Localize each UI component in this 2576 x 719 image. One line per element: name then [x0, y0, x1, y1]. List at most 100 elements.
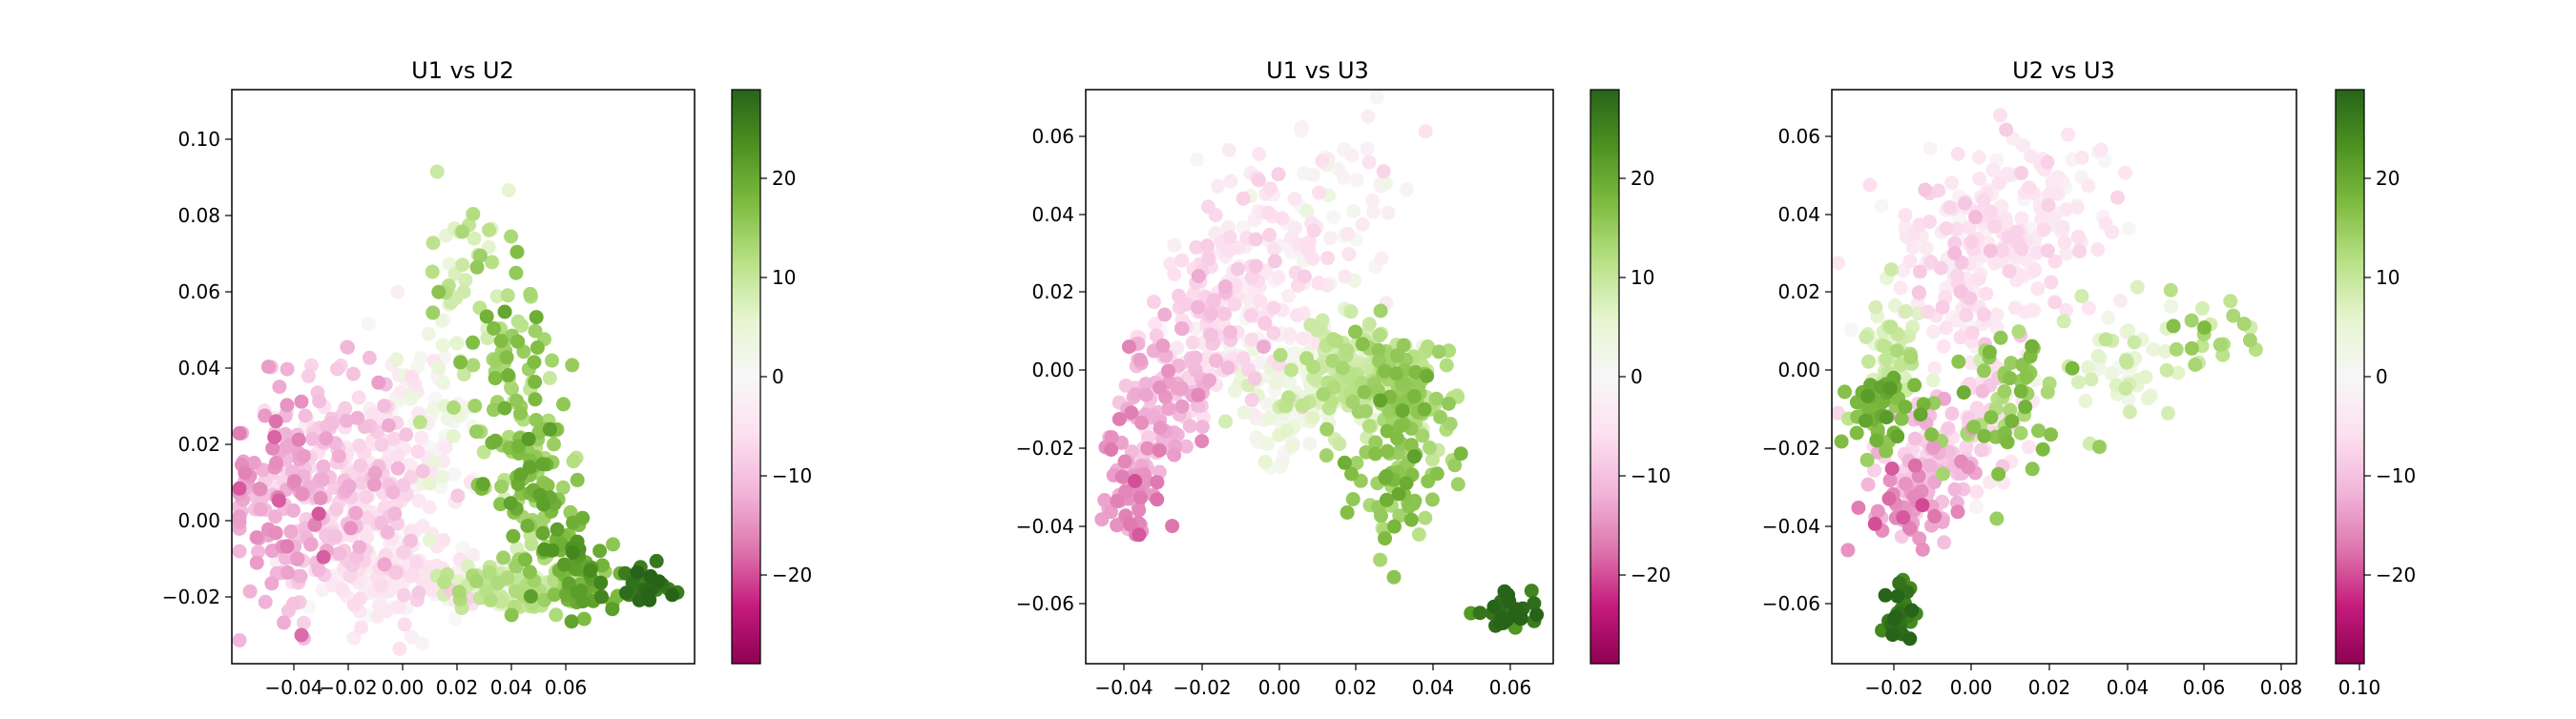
y-tick-label: 0.02: [177, 433, 220, 456]
data-point: [426, 305, 441, 320]
data-point: [393, 384, 408, 400]
y-tick-label: 0.02: [1031, 280, 1074, 303]
data-point: [388, 565, 404, 581]
data-point: [2166, 318, 2181, 334]
data-point: [295, 486, 310, 502]
data-point: [1361, 419, 1377, 434]
data-point: [458, 273, 473, 288]
data-point: [1282, 327, 1298, 342]
data-point: [437, 575, 451, 590]
data-point: [649, 553, 664, 568]
data-point: [1303, 318, 1319, 333]
y-tick-label: 0.02: [1777, 280, 1820, 303]
data-point: [482, 565, 497, 580]
data-point: [2212, 337, 2228, 352]
data-point: [2003, 371, 2018, 386]
data-point: [1188, 350, 1203, 365]
data-point: [1420, 368, 1435, 383]
data-point: [377, 399, 392, 414]
y-tick-label: −0.02: [1016, 437, 1074, 460]
y-tick-label: −0.04: [1016, 515, 1074, 538]
data-point: [1152, 442, 1167, 458]
data-point: [1386, 569, 1402, 585]
data-point: [522, 460, 537, 475]
data-point: [1161, 401, 1176, 417]
data-point: [1975, 383, 1990, 399]
data-point: [1870, 503, 1885, 519]
data-point: [545, 353, 559, 368]
data-point: [269, 455, 283, 470]
data-point: [1236, 351, 1251, 366]
data-point: [665, 587, 680, 603]
data-point: [1161, 363, 1175, 379]
data-point: [1236, 405, 1252, 420]
data-point: [1982, 344, 1997, 360]
data-point: [414, 430, 429, 445]
data-point: [1896, 510, 1911, 525]
data-point: [1202, 373, 1216, 388]
data-point: [1976, 307, 1991, 322]
data-point: [1297, 269, 1312, 284]
data-point: [305, 431, 320, 446]
data-point: [271, 493, 286, 508]
data-point: [1273, 459, 1288, 474]
data-point: [1337, 455, 1352, 470]
data-point: [1939, 320, 1954, 336]
data-point: [529, 413, 544, 427]
data-point: [1400, 182, 1415, 197]
data-point: [1218, 414, 1233, 429]
data-point: [506, 528, 521, 544]
data-point: [511, 439, 526, 454]
data-point: [1280, 289, 1296, 303]
data-point: [338, 401, 353, 416]
data-point: [2081, 300, 2096, 316]
data-point: [1244, 332, 1259, 347]
data-point: [540, 478, 555, 493]
data-point: [1167, 267, 1182, 282]
x-tick-label: 0.06: [2183, 676, 2226, 699]
data-point: [2008, 300, 2023, 316]
plot-area: [1085, 89, 1554, 665]
data-point: [2044, 275, 2059, 290]
data-point: [1974, 442, 1989, 458]
data-point: [1301, 235, 1317, 250]
data-point: [1926, 324, 1942, 339]
panel-u2-vs-u3: U2 vs U3 −0.02 0.00 0.02 0.04 0.06 0.08 …: [1762, 57, 2417, 699]
data-point: [1898, 208, 1913, 223]
data-point: [1933, 260, 1948, 276]
data-point: [280, 565, 296, 580]
data-point: [1104, 442, 1119, 457]
data-point: [1343, 304, 1359, 319]
data-point: [2003, 402, 2018, 418]
data-point: [1266, 300, 1281, 316]
data-point: [1249, 430, 1264, 445]
data-point: [296, 448, 311, 463]
x-axis: −0.04 −0.02 0.00 0.02 0.04 0.06: [264, 664, 587, 699]
data-point: [2113, 293, 2129, 308]
colorbar-tick-label: −10: [772, 464, 812, 487]
data-point: [1251, 173, 1266, 188]
data-point: [405, 369, 419, 384]
data-point: [1195, 420, 1210, 435]
data-point: [2194, 300, 2210, 316]
data-point: [1257, 454, 1273, 469]
data-point: [447, 611, 463, 627]
data-point: [1296, 331, 1310, 346]
data-point: [2164, 298, 2179, 314]
data-point: [1132, 503, 1147, 518]
x-tick-label: −0.02: [319, 676, 377, 699]
y-tick-label: −0.02: [162, 585, 220, 608]
colorbar: −20 −10 0 10 20: [2335, 89, 2416, 665]
data-point: [1431, 344, 1446, 360]
data-point: [379, 604, 394, 619]
data-point: [2022, 440, 2036, 455]
data-point: [1402, 500, 1417, 514]
data-point: [265, 441, 280, 456]
data-point: [1157, 307, 1173, 322]
data-point: [1369, 90, 1384, 105]
data-point: [1340, 342, 1355, 358]
data-point: [1441, 396, 1456, 411]
data-point: [2110, 190, 2125, 205]
data-point: [467, 231, 482, 246]
data-point: [1305, 168, 1320, 183]
